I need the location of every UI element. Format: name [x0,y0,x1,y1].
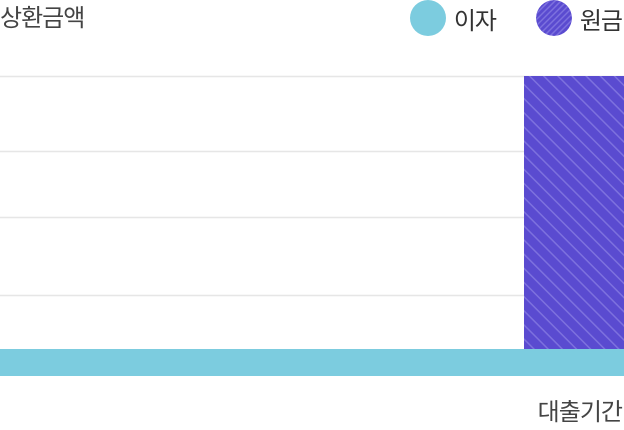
legend-label-interest: 이자 [453,6,497,35]
legend-item-principal: 원금 [535,0,623,36]
bar-principal-2 [524,76,624,349]
bar-interest-1 [0,349,312,376]
bar-interest-2 [312,349,624,376]
legend-label-principal: 원금 [579,6,623,35]
legend-item-interest: 이자 [409,0,497,36]
legend-swatch-interest-icon [409,0,446,36]
x-axis-label: 대출기간 [537,398,623,426]
y-axis-label: 상환금액 [0,4,85,32]
